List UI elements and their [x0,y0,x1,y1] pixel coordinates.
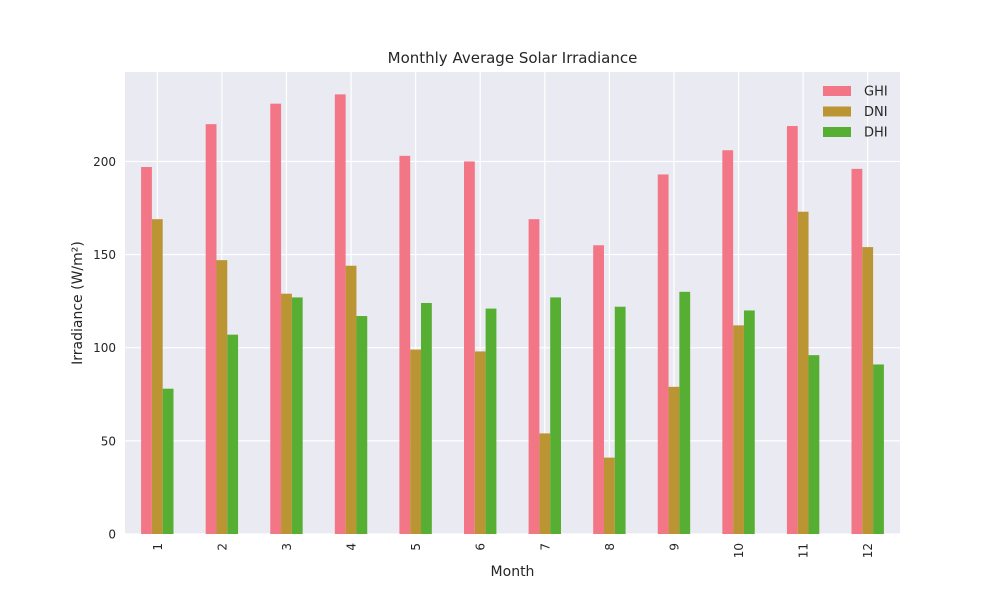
bar-ghi [593,245,604,534]
bar-dhi [291,297,303,534]
legend-swatch-ghi [823,86,851,96]
bar-ghi [334,94,346,535]
bar-dhi [356,316,368,534]
x-tick-label: 4 [345,543,359,551]
x-tick-label: 3 [280,543,294,551]
plot-area [125,72,900,534]
bar-dhi [614,306,626,534]
x-tick-label: 12 [861,543,875,558]
bar-dni [216,260,228,534]
bar-dni [797,211,809,534]
x-tick-label: 6 [474,543,488,551]
bar-dni [862,247,874,534]
y-axis-label: Irradiance (W/m²) [70,241,86,365]
x-tick-label: 5 [409,543,423,551]
bar-dni [281,293,292,534]
y-tick-label: 50 [101,434,116,448]
legend: GHI DNI DHI [823,85,888,141]
x-tick-label: 11 [797,543,811,558]
bar-dhi [485,308,497,534]
legend-label-ghi: GHI [864,85,888,100]
x-tick-label: 9 [667,543,681,551]
bar-dhi [743,310,755,534]
bar-dhi [808,355,820,534]
bar-dni [733,325,744,534]
y-tick-label: 200 [93,155,116,169]
bar-ghi [851,168,863,534]
bar-ghi [722,150,734,534]
x-tick-label: 1 [151,543,165,551]
bar-dhi [421,303,432,534]
x-tick-label: 10 [732,543,746,558]
legend-label-dhi: DHI [864,126,888,141]
bar-ghi [141,167,152,535]
legend-swatch-dhi [823,127,851,137]
y-tick-label: 150 [93,248,116,262]
bar-ghi [464,161,475,534]
bar-dni [345,265,357,534]
bar-ghi [528,219,540,534]
x-tick-label: 8 [603,543,617,551]
bar-ghi [657,174,669,535]
chart-title: Monthly Average Solar Irradiance [388,49,638,67]
y-tick-label: 0 [108,528,116,542]
bar-dhi [227,334,239,534]
legend-label-dni: DNI [864,105,888,120]
y-tick-label: 100 [93,341,116,355]
bar-dhi [550,297,561,534]
bar-ghi [786,126,798,534]
bar-ghi [399,155,411,535]
x-tick-label: 2 [215,543,229,551]
bar-dni [603,457,615,534]
bar-dhi [162,388,174,534]
legend-swatch-dni [823,106,851,117]
bar-dni [474,351,486,534]
x-axis-label: Month [491,564,535,580]
bar-dni [539,433,551,534]
x-tick-label: 7 [538,543,552,551]
bar-ghi [205,124,217,535]
bar-ghi [270,103,282,534]
bar-dhi [873,364,884,534]
bars [141,94,884,535]
bar-dni [151,219,163,534]
bar-dhi [679,291,691,534]
bar-dni [668,386,680,534]
bar-dni [410,349,422,534]
